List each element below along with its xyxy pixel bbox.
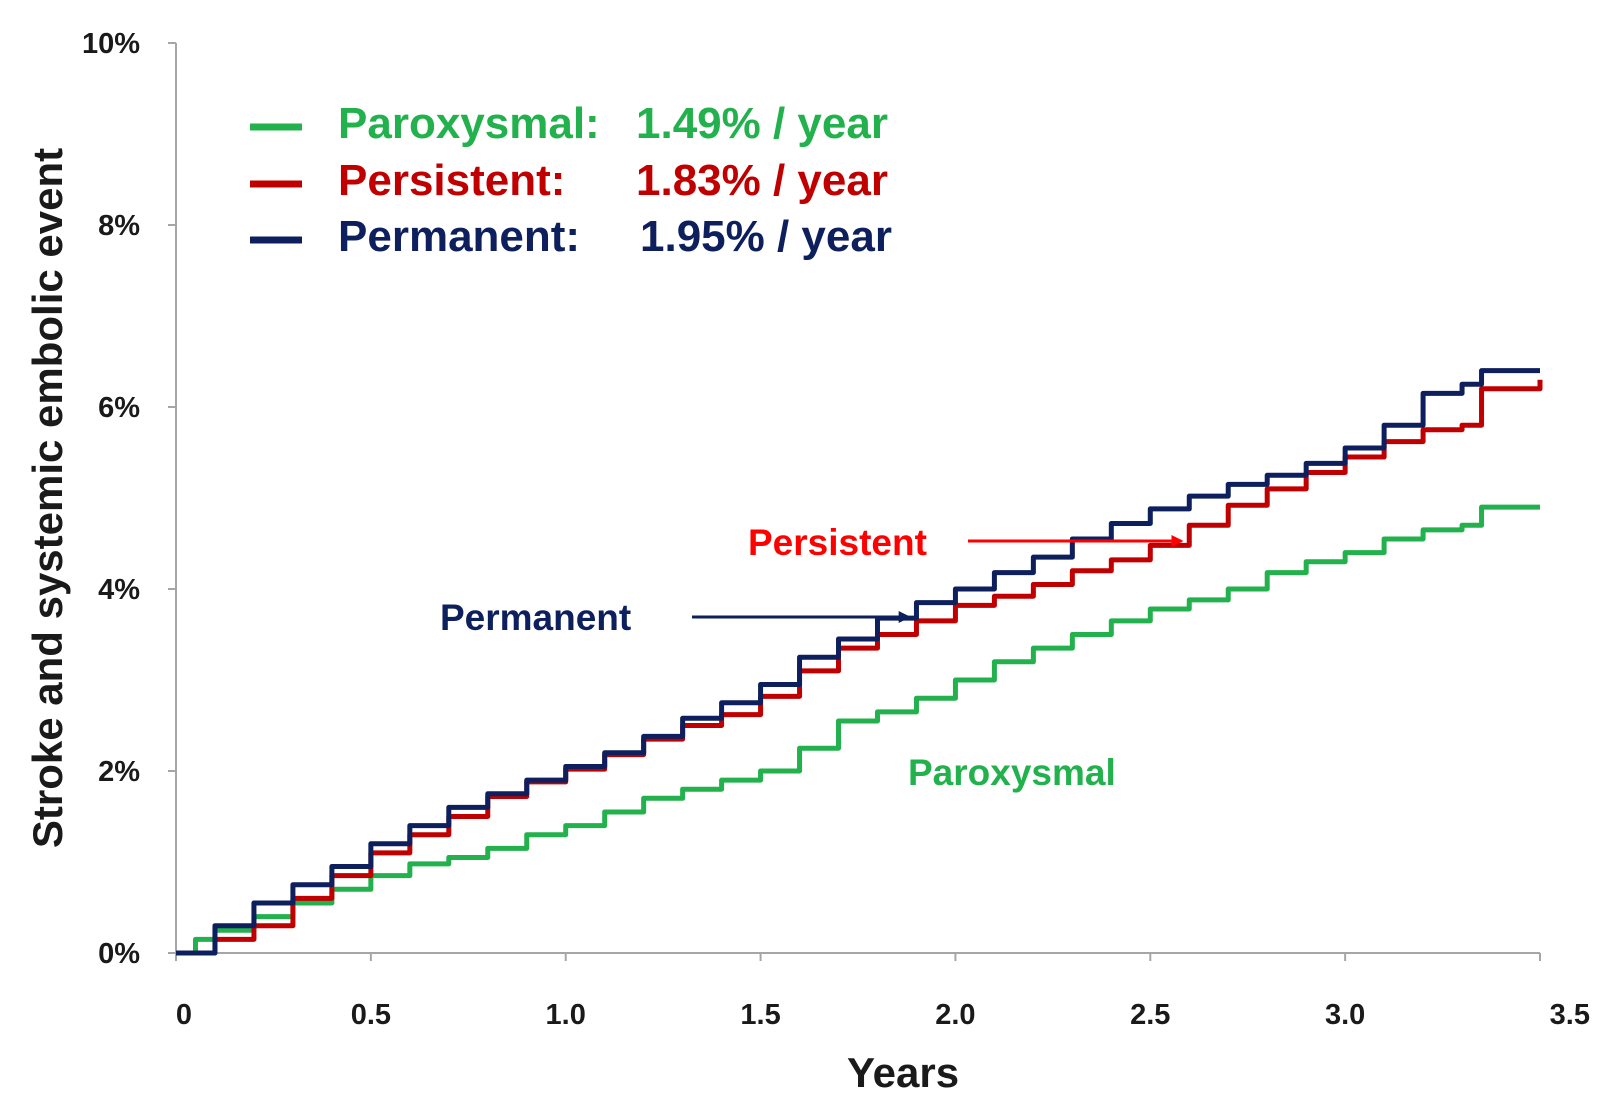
x-tick-label: 0.5 [351, 999, 391, 1031]
annotations: Persistent Permanent Paroxysmal [440, 522, 1184, 793]
legend-label-permanent: Permanent: [338, 212, 580, 261]
x-tick-label: 2.0 [935, 999, 975, 1031]
annotation-persistent: Persistent [748, 522, 927, 563]
annotation-permanent: Permanent [440, 597, 631, 638]
legend-rate-permanent: 1.95% / year [640, 212, 892, 261]
y-axis-title: Stroke and systemic embolic event [24, 148, 71, 848]
x-tick-label: 2.5 [1130, 999, 1170, 1031]
x-axis-ticks: 0 0.5 1.0 1.5 2.0 2.5 3.0 3.5 [175, 953, 1590, 1031]
legend-label-paroxysmal: Paroxysmal: [338, 99, 600, 148]
legend-rate-persistent: 1.83% / year [636, 156, 888, 205]
legend-rate-paroxysmal: 1.49% / year [636, 99, 888, 148]
series-layer [176, 368, 1543, 956]
x-tick-label: 1.0 [546, 999, 586, 1031]
y-tick-label: 6% [98, 392, 140, 424]
x-tick-label: 3.0 [1325, 999, 1365, 1031]
y-axis-ticks: 0% 2% 4% 6% 8% 10% [82, 28, 176, 970]
legend-label-persistent: Persistent: [338, 156, 565, 205]
y-tick-label: 4% [98, 574, 140, 606]
x-tick-label: 0 [176, 999, 192, 1031]
y-tick-label: 10% [82, 28, 140, 60]
x-tick-label: 1.5 [740, 999, 780, 1031]
y-tick-label: 2% [98, 756, 140, 788]
series-line-permanent [176, 368, 1540, 956]
y-tick-label: 8% [98, 210, 140, 242]
x-tick-label: 3.5 [1550, 999, 1590, 1031]
series-line-paroxysmal [176, 504, 1540, 956]
x-axis-title: Years [847, 1049, 959, 1096]
y-tick-label: 0% [98, 938, 140, 970]
legend: Paroxysmal: 1.49% / year Persistent: 1.8… [250, 99, 892, 261]
annotation-paroxysmal: Paroxysmal [908, 752, 1116, 793]
